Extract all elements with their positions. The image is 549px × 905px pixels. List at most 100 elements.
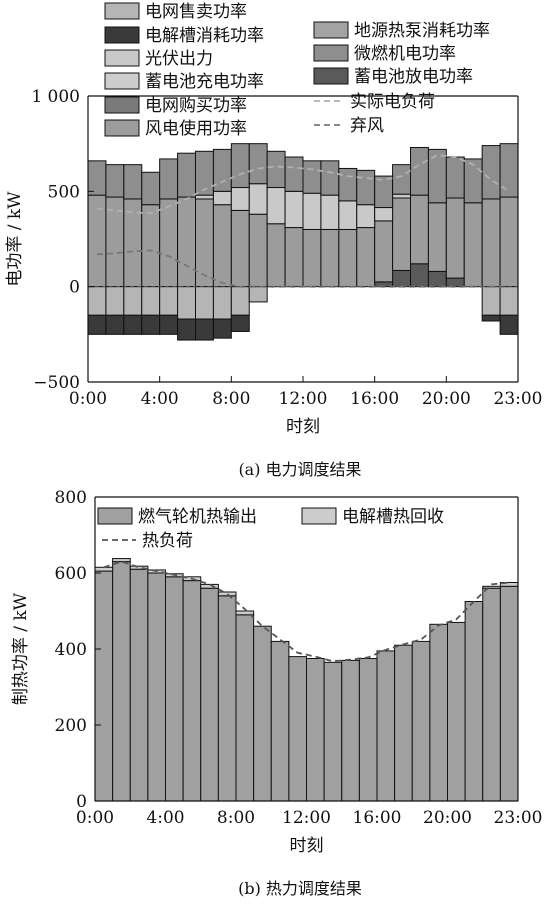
legend-swatch-battery_discharge [313,67,349,85]
y-tick-label: 0 [69,278,80,298]
bar-wind-0 [87,194,107,288]
legend-label-heat_pump: 地源热泵消耗功率 [354,21,490,41]
x-tick-label: 16:00 [353,808,402,828]
bar-gt_heat-8 [235,614,255,802]
bar-electrolyzer-6 [195,318,214,341]
x-tick-label: 8:00 [217,808,255,828]
bar-gt_heat-13 [323,661,343,802]
bar-wind-16 [374,220,394,283]
x-tick-label: 23:00 [494,808,543,828]
y-tick-label: −500 [33,373,80,393]
legend-label-grid_sell: 电网售卖功率 [145,2,247,22]
electric-load-line [96,154,510,215]
bar-wind-13 [320,228,340,288]
bar-pv-10 [266,187,286,225]
legend-swatch-grid_sell [104,2,140,20]
bar-electro_heat-7 [217,591,237,597]
bar-microturbine-1 [105,164,125,198]
legend-label-curtail_line: 弃风 [350,116,384,136]
bar-gt_heat-10 [270,640,290,802]
bar-microturbine-3 [141,171,161,206]
bar-microturbine-8 [230,143,250,189]
bar-pv-14 [338,200,358,230]
y-tick-label: 400 [55,640,87,660]
legend-swatch-grid_buy [104,96,140,114]
bar-wind-12 [302,228,322,288]
bar-gt_heat-16 [376,650,396,802]
bar-gt_heat-14 [341,659,360,802]
bar-gt_heat-22 [482,587,501,802]
bar-gt_heat-0 [94,570,114,802]
x-tick-label: 0:00 [76,808,114,828]
bar-microturbine-9 [248,143,268,185]
bar-wind-15 [356,227,376,288]
bar-grid_sell-3 [141,286,161,316]
bar-pv-17 [392,193,412,199]
legend-label-battery_charge: 蓄电池充电功率 [145,72,264,92]
bar-grid_sell-2 [123,286,143,316]
y-axis-label: 制热功率 / kW [11,592,31,705]
bar-microturbine-15 [356,169,376,206]
caption-b: (b) 热力调度结果 [238,879,362,898]
bar-electro_heat-1 [112,558,131,563]
x-tick-label: 12:00 [279,389,328,409]
bar-battery_discharge-18 [410,263,429,288]
bar-microturbine-20 [445,156,465,199]
bar-electrolyzer-23 [499,314,519,335]
bar-microturbine-14 [338,167,358,202]
bar-wind-3 [141,204,161,288]
bar-electrolyzer-7 [212,318,232,339]
caption-a: (a) 电力调度结果 [238,460,361,479]
bar-battery_discharge-20 [445,277,465,288]
bar-microturbine-4 [159,158,179,200]
x-axis-label: 时刻 [290,836,324,856]
bar-pv-11 [284,190,304,229]
legend-swatch-electrolyzer [104,26,140,44]
bar-microturbine-13 [320,160,340,196]
legend-swatch-wind [104,119,140,137]
bar-pv-12 [302,192,322,230]
legend-label-electrolyzer: 电解槽消耗功率 [145,26,264,46]
y-tick-label: 500 [48,182,80,202]
bar-electro_heat-6 [200,583,219,589]
x-axis-label: 时刻 [286,417,320,437]
bar-microturbine-23 [499,143,519,198]
heat-load-line [103,560,510,663]
bar-gt_heat-9 [253,625,272,802]
bar-microturbine-12 [302,160,322,194]
y-tick-label: 600 [55,564,87,584]
bar-wind-10 [266,223,286,288]
bar-gt_heat-23 [499,585,519,802]
bar-electrolyzer-4 [159,314,179,335]
bar-microturbine-0 [87,160,107,196]
legend-swatch-electro_heat [301,507,337,525]
bar-wind-14 [338,228,358,288]
bar-electro_heat-2 [129,565,149,570]
x-tick-label: 8:00 [212,389,250,409]
bar-wind-20 [445,197,465,279]
bar-microturbine-10 [266,150,286,189]
bar-wind-9 [248,213,268,288]
bar-wind-18 [410,194,429,265]
bar-battery_discharge-17 [392,269,412,288]
x-tick-label: 23:00 [494,389,543,409]
bar-microturbine-22 [481,145,501,200]
bar-pv-13 [320,194,340,230]
legend-label-electro_heat: 电解槽热回收 [342,507,444,527]
bar-wind-6 [195,198,214,288]
bar-gt_heat-18 [411,640,431,802]
legend-swatch-heat_pump [313,21,349,39]
bar-grid_sell-23 [499,286,519,316]
bar-wind-11 [284,227,304,288]
power-chart: −500 0 500 1 000 0:00 4:00 8:00 12:00 16:00 20:00… [5,2,543,437]
bar-wind-17 [392,197,412,271]
bar-wind-19 [427,202,447,272]
bar-gt_heat-6 [200,587,219,802]
bar-electrolyzer-2 [123,314,143,335]
legend-swatch-microturbine [313,44,349,62]
x-tick-label: 20:00 [423,808,472,828]
bar-wind-21 [463,202,483,288]
bar-grid_sell-9 [248,286,268,303]
bar-microturbine-18 [410,146,429,196]
